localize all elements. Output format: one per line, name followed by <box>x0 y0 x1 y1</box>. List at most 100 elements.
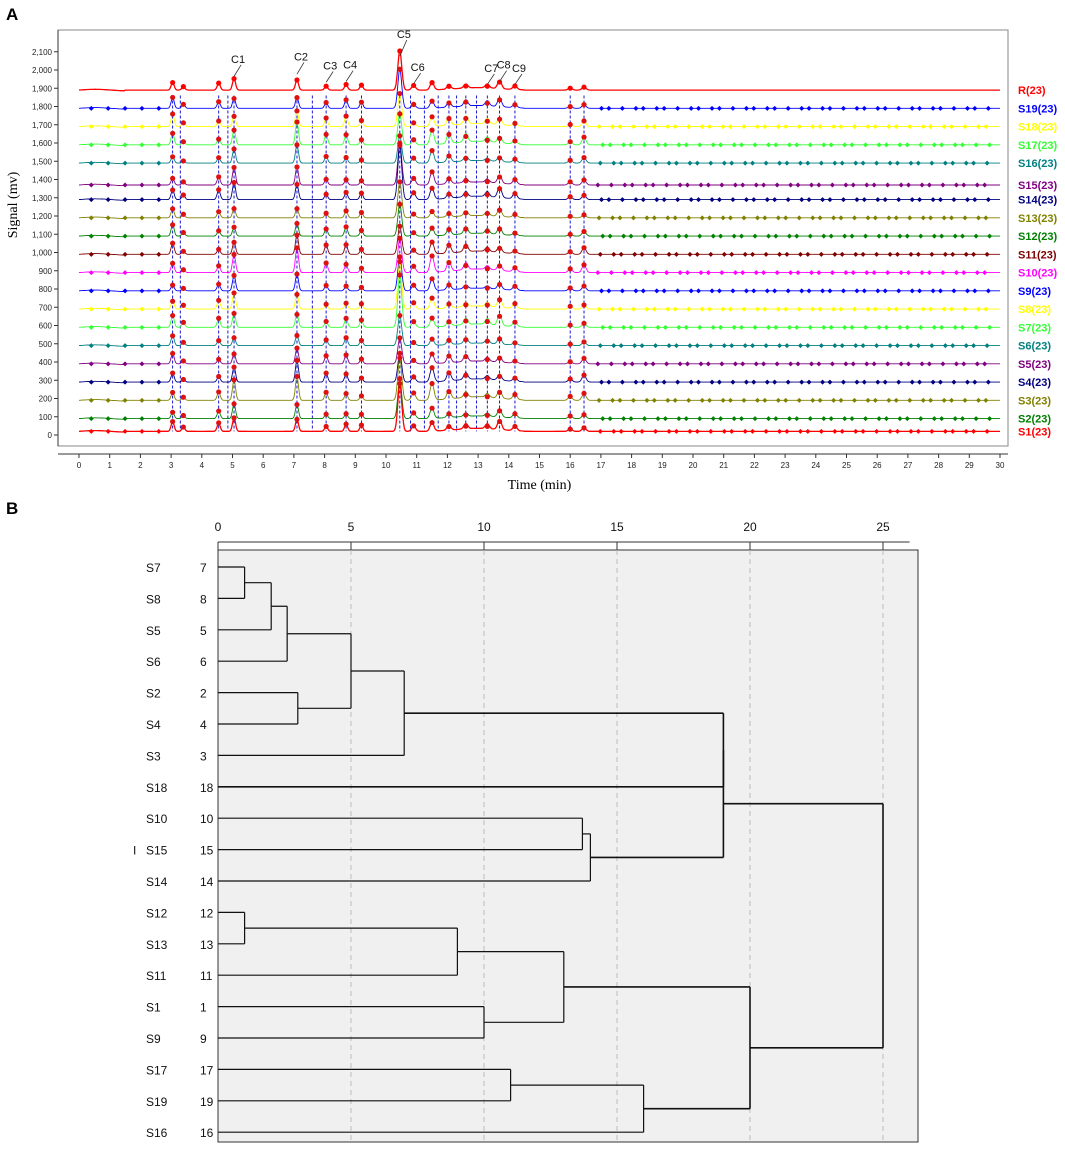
peak-marker <box>343 390 349 397</box>
baseline-marker <box>139 288 145 294</box>
peak-marker <box>567 393 573 400</box>
peak-marker <box>170 419 176 425</box>
peak-marker <box>358 337 365 344</box>
baseline-marker <box>904 233 910 239</box>
baseline-marker <box>876 324 882 330</box>
peak-marker <box>170 94 176 101</box>
y-tick-label: 2,100 <box>32 48 53 57</box>
baseline-marker <box>599 197 605 203</box>
baseline-marker <box>831 124 837 130</box>
baseline-marker <box>919 361 925 367</box>
baseline-marker <box>886 124 892 130</box>
peak-marker <box>512 138 518 144</box>
baseline-marker <box>864 270 870 276</box>
baseline-marker <box>754 306 760 312</box>
baseline-marker <box>942 160 948 166</box>
peak-marker <box>496 281 503 288</box>
baseline-marker <box>962 124 968 130</box>
baseline-marker <box>683 416 689 422</box>
y-tick-label: 300 <box>39 376 53 385</box>
baseline-marker <box>865 124 871 130</box>
baseline-marker <box>655 233 661 239</box>
baseline-marker <box>88 105 94 111</box>
peak-marker <box>343 224 349 230</box>
series-label: S17(23) <box>1018 140 1057 152</box>
baseline-marker <box>764 105 770 111</box>
peak-marker <box>180 376 186 383</box>
baseline-marker <box>915 160 921 166</box>
baseline-marker <box>907 124 913 130</box>
baseline-marker <box>863 142 869 148</box>
peak-marker <box>323 370 329 376</box>
baseline-marker <box>953 182 959 188</box>
peak-marker <box>397 133 403 139</box>
baseline-marker <box>719 182 725 188</box>
peak-marker <box>411 190 417 196</box>
baseline-marker <box>122 306 128 312</box>
baseline-marker <box>644 397 650 403</box>
baseline-marker <box>794 416 800 422</box>
baseline-marker <box>654 288 660 294</box>
peak-label: C6 <box>411 62 425 74</box>
baseline-marker <box>696 379 702 385</box>
baseline-marker <box>950 343 956 349</box>
baseline-marker <box>772 379 778 385</box>
peak-marker <box>567 194 573 200</box>
baseline-marker <box>783 124 789 130</box>
baseline-marker <box>783 215 789 221</box>
baseline-marker <box>832 251 838 257</box>
peak-marker <box>446 100 452 106</box>
baseline-marker <box>794 324 800 330</box>
baseline-marker <box>743 105 749 111</box>
peak-marker <box>463 155 469 161</box>
peak-marker <box>397 142 403 148</box>
trace-line <box>79 357 1000 402</box>
baseline-marker <box>918 416 924 422</box>
peak-marker <box>429 114 435 120</box>
baseline-marker <box>931 324 937 330</box>
baseline-marker <box>952 416 958 422</box>
x-tick-label: 29 <box>965 461 974 470</box>
peak-marker <box>567 85 573 91</box>
baseline-marker <box>754 397 760 403</box>
baseline-marker <box>630 397 636 403</box>
peak-marker <box>567 303 573 309</box>
baseline-marker <box>122 343 128 349</box>
baseline-marker <box>628 416 634 422</box>
baseline-marker <box>719 361 725 367</box>
baseline-marker <box>156 105 162 111</box>
peak-marker <box>429 225 435 231</box>
peak-marker <box>170 79 176 86</box>
baseline-marker <box>105 397 111 403</box>
baseline-marker <box>896 288 902 294</box>
baseline-marker <box>907 397 913 403</box>
baseline-marker <box>139 251 145 257</box>
baseline-marker <box>960 416 966 422</box>
baseline-marker <box>740 361 746 367</box>
baseline-marker <box>730 379 736 385</box>
peak-marker <box>343 315 349 321</box>
baseline-marker <box>766 142 772 148</box>
peak-marker <box>397 223 403 229</box>
sample-label: S6 <box>146 655 161 669</box>
baseline-marker <box>882 288 888 294</box>
sample-label: S9 <box>146 1032 161 1046</box>
baseline-marker <box>672 397 678 403</box>
baseline-marker <box>729 160 735 166</box>
baseline-marker <box>156 233 162 239</box>
baseline-marker <box>832 160 838 166</box>
peak-marker <box>484 100 490 106</box>
x-tick-label: 15 <box>535 461 544 470</box>
baseline-marker <box>861 197 867 203</box>
peak-marker <box>496 297 503 303</box>
peak-marker <box>397 376 403 382</box>
peak-marker <box>496 97 503 103</box>
baseline-marker <box>775 306 781 312</box>
baseline-marker <box>806 105 812 111</box>
peak-marker <box>496 155 503 161</box>
peak-marker <box>294 95 300 101</box>
baseline-marker <box>853 251 859 257</box>
baseline-marker <box>821 416 827 422</box>
baseline-marker <box>697 324 703 330</box>
baseline-marker <box>139 343 145 349</box>
